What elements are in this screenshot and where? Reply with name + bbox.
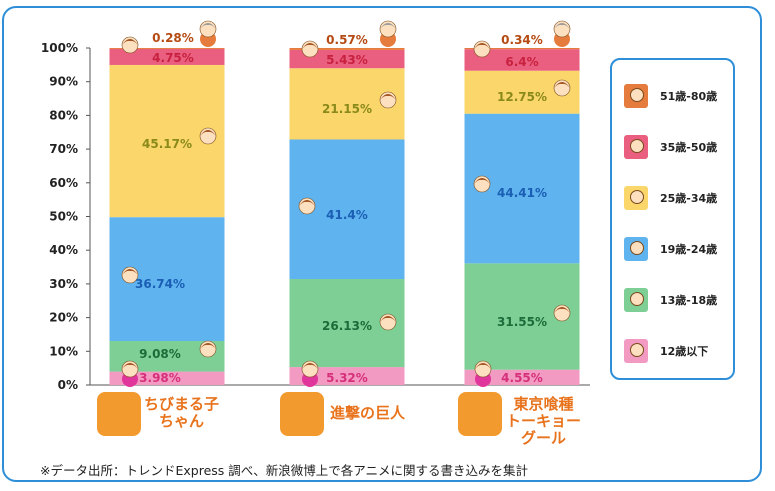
y-tick-label: 70%	[49, 142, 78, 156]
person-icon-hair	[380, 316, 396, 322]
legend-label: 13歳-18歳	[660, 294, 718, 307]
legend-item: 12歳以下	[624, 339, 708, 363]
person-icon-hair	[122, 363, 138, 369]
data-label: 26.13%	[322, 319, 372, 333]
data-label: 44.41%	[497, 186, 547, 200]
legend-swatch	[624, 84, 648, 108]
bar-segment	[109, 371, 225, 385]
shingeki-icon	[280, 392, 324, 436]
person-icon-hair	[122, 269, 138, 275]
legend-label: 35歳-50歳	[660, 141, 718, 154]
data-label: 0.28%	[152, 31, 194, 45]
person-icon-hair	[554, 23, 570, 29]
data-label: 45.17%	[142, 137, 192, 151]
data-label: 31.55%	[497, 315, 547, 329]
legend-item: 51歳-80歳	[624, 84, 717, 108]
person-icon	[630, 190, 644, 204]
person-icon	[630, 343, 644, 357]
y-tick-label: 30%	[49, 277, 78, 291]
y-tick-label: 10%	[49, 344, 78, 358]
chart-frame	[2, 6, 762, 482]
y-tick-label: 40%	[49, 243, 78, 257]
person-icon-hair	[475, 363, 491, 369]
person-icon-hair	[380, 23, 396, 29]
legend: 51歳-80歳 35歳-50歳 25歳-34歳 19歳-24歳 13歳-18歳 12歳以下	[610, 58, 735, 380]
bar-segment	[464, 48, 580, 50]
bar-segment	[109, 48, 225, 65]
y-tick-label: 80%	[49, 108, 78, 122]
data-label: 41.4%	[326, 208, 368, 222]
data-label: 4.75%	[152, 51, 194, 65]
category-label-2: 東京喰種 トーキョー グール	[506, 395, 582, 447]
data-label: 9.08%	[139, 347, 181, 361]
person-icon-hair	[200, 130, 216, 136]
y-tick-label: 60%	[49, 176, 78, 190]
bar-segment	[289, 367, 405, 385]
y-tick-label: 20%	[49, 311, 78, 325]
person-icon-hair	[474, 43, 490, 49]
person-icon-hair	[299, 200, 315, 206]
person-icon-hair	[200, 23, 216, 29]
bar-segment	[464, 369, 580, 385]
person-icon	[630, 139, 644, 153]
legend-label: 25歳-34歳	[660, 192, 718, 205]
person-icon	[630, 292, 644, 306]
category-label-1: 進撃の巨人	[330, 404, 406, 422]
data-label: 36.74%	[135, 277, 185, 291]
person-icon-hair	[302, 43, 318, 49]
person-icon-hair	[302, 363, 318, 369]
y-tick-label: 50%	[49, 210, 78, 224]
chibimaruko-icon	[97, 392, 141, 436]
data-label: 0.34%	[501, 33, 543, 47]
data-label: 21.15%	[322, 102, 372, 116]
person-icon-hair	[554, 307, 570, 313]
person-icon-hair	[200, 343, 216, 349]
legend-swatch	[624, 288, 648, 312]
legend-item: 13歳-18歳	[624, 288, 717, 312]
data-label: 5.32%	[326, 371, 368, 385]
bar-segment	[289, 49, 405, 69]
legend-label: 19歳-24歳	[660, 243, 718, 256]
y-tick-label: 90%	[49, 75, 78, 89]
category-label-0: ちびまる子 ちゃん	[144, 395, 220, 430]
person-icon-hair	[474, 178, 490, 184]
person-icon-hair	[380, 94, 396, 100]
data-label: 12.75%	[497, 90, 547, 104]
legend-label: 12歳以下	[660, 345, 709, 358]
legend-label: 51歳-80歳	[660, 90, 718, 103]
bar-segment	[464, 49, 580, 71]
legend-item: 19歳-24歳	[624, 237, 717, 261]
data-label: 6.4%	[505, 55, 538, 69]
legend-swatch	[624, 186, 648, 210]
legend-swatch	[624, 339, 648, 363]
person-icon-hair	[122, 39, 138, 45]
data-label: 3.98%	[139, 371, 181, 385]
data-label: 5.43%	[326, 53, 368, 67]
bar-segment	[289, 48, 405, 50]
data-label: 4.55%	[501, 371, 543, 385]
legend-swatch	[624, 237, 648, 261]
footnote: ※データ出所：トレンドExpress 調べ、新浪微博上で各アニメに関する書き込み…	[40, 463, 529, 478]
y-tick-label: 0%	[58, 378, 78, 392]
y-tick-label: 100%	[41, 41, 78, 55]
person-icon-hair	[554, 82, 570, 88]
legend-item: 25歳-34歳	[624, 186, 717, 210]
legend-swatch	[624, 135, 648, 159]
data-label: 0.57%	[326, 33, 368, 47]
person-icon	[630, 241, 644, 255]
person-icon	[630, 88, 644, 102]
bar-segment	[109, 48, 225, 49]
legend-item: 35歳-50歳	[624, 135, 717, 159]
tokyo-ghoul-icon	[458, 392, 502, 436]
